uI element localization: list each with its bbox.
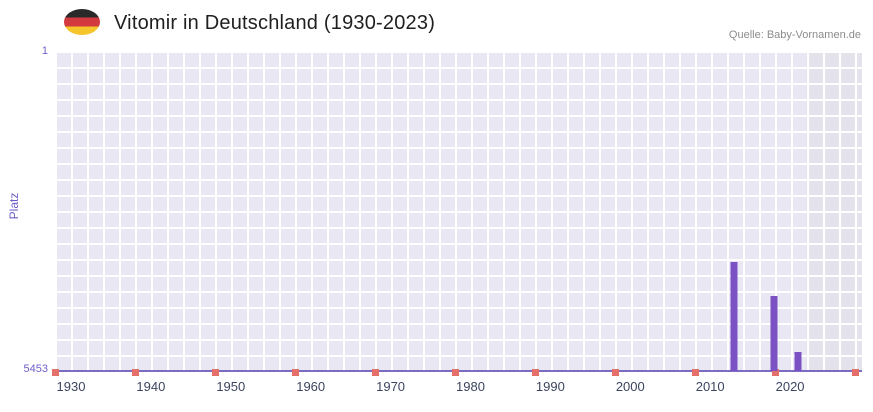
x-tick-label-1990: 1990 [535,379,565,394]
axis-tick-mark [692,369,699,376]
x-tick-label-2010: 2010 [695,379,725,394]
german-flag-icon [64,9,100,35]
y-axis-title: Platz [7,192,21,220]
x-tick-label-1970: 1970 [376,379,406,394]
x-tick-label-2020: 2020 [775,379,805,394]
x-tick-label-1950: 1950 [216,379,246,394]
x-tick-label-1940: 1940 [136,379,166,394]
rank-bar-2021 [794,352,802,371]
y-tick-bottom: 5453 [23,363,48,375]
x-tick-label-2000: 2000 [615,379,645,394]
x-tick-label-1980: 1980 [456,379,485,394]
axis-tick-mark [292,369,299,376]
source-attribution: Quelle: Baby-Vornamen.de [728,29,861,41]
plot-area [52,51,862,376]
axis-tick-mark [532,369,539,376]
axis-tick-mark [132,369,139,376]
axis-tick-mark [772,369,779,376]
chart-title: Vitomir in Deutschland (1930-2023) [114,12,436,34]
axis-tick-mark [52,369,59,376]
axis-tick-mark [612,369,619,376]
axis-tick-mark [372,369,379,376]
highlight-band [806,51,862,371]
x-axis-labels: 1930 1940 1950 1960 1970 1980 1990 2000 2010 2020 [55,379,862,397]
x-tick-label-1930: 1930 [56,379,86,394]
axis-tick-mark [852,369,859,376]
x-tick-label-1960: 1960 [296,379,326,394]
rank-bar-2013 [730,262,738,371]
grid-overlay [55,51,862,371]
y-tick-top: 1 [41,45,48,57]
axis-tick-mark [212,369,219,376]
axis-tick-mark [452,369,459,376]
rank-bar-2018 [770,296,778,371]
